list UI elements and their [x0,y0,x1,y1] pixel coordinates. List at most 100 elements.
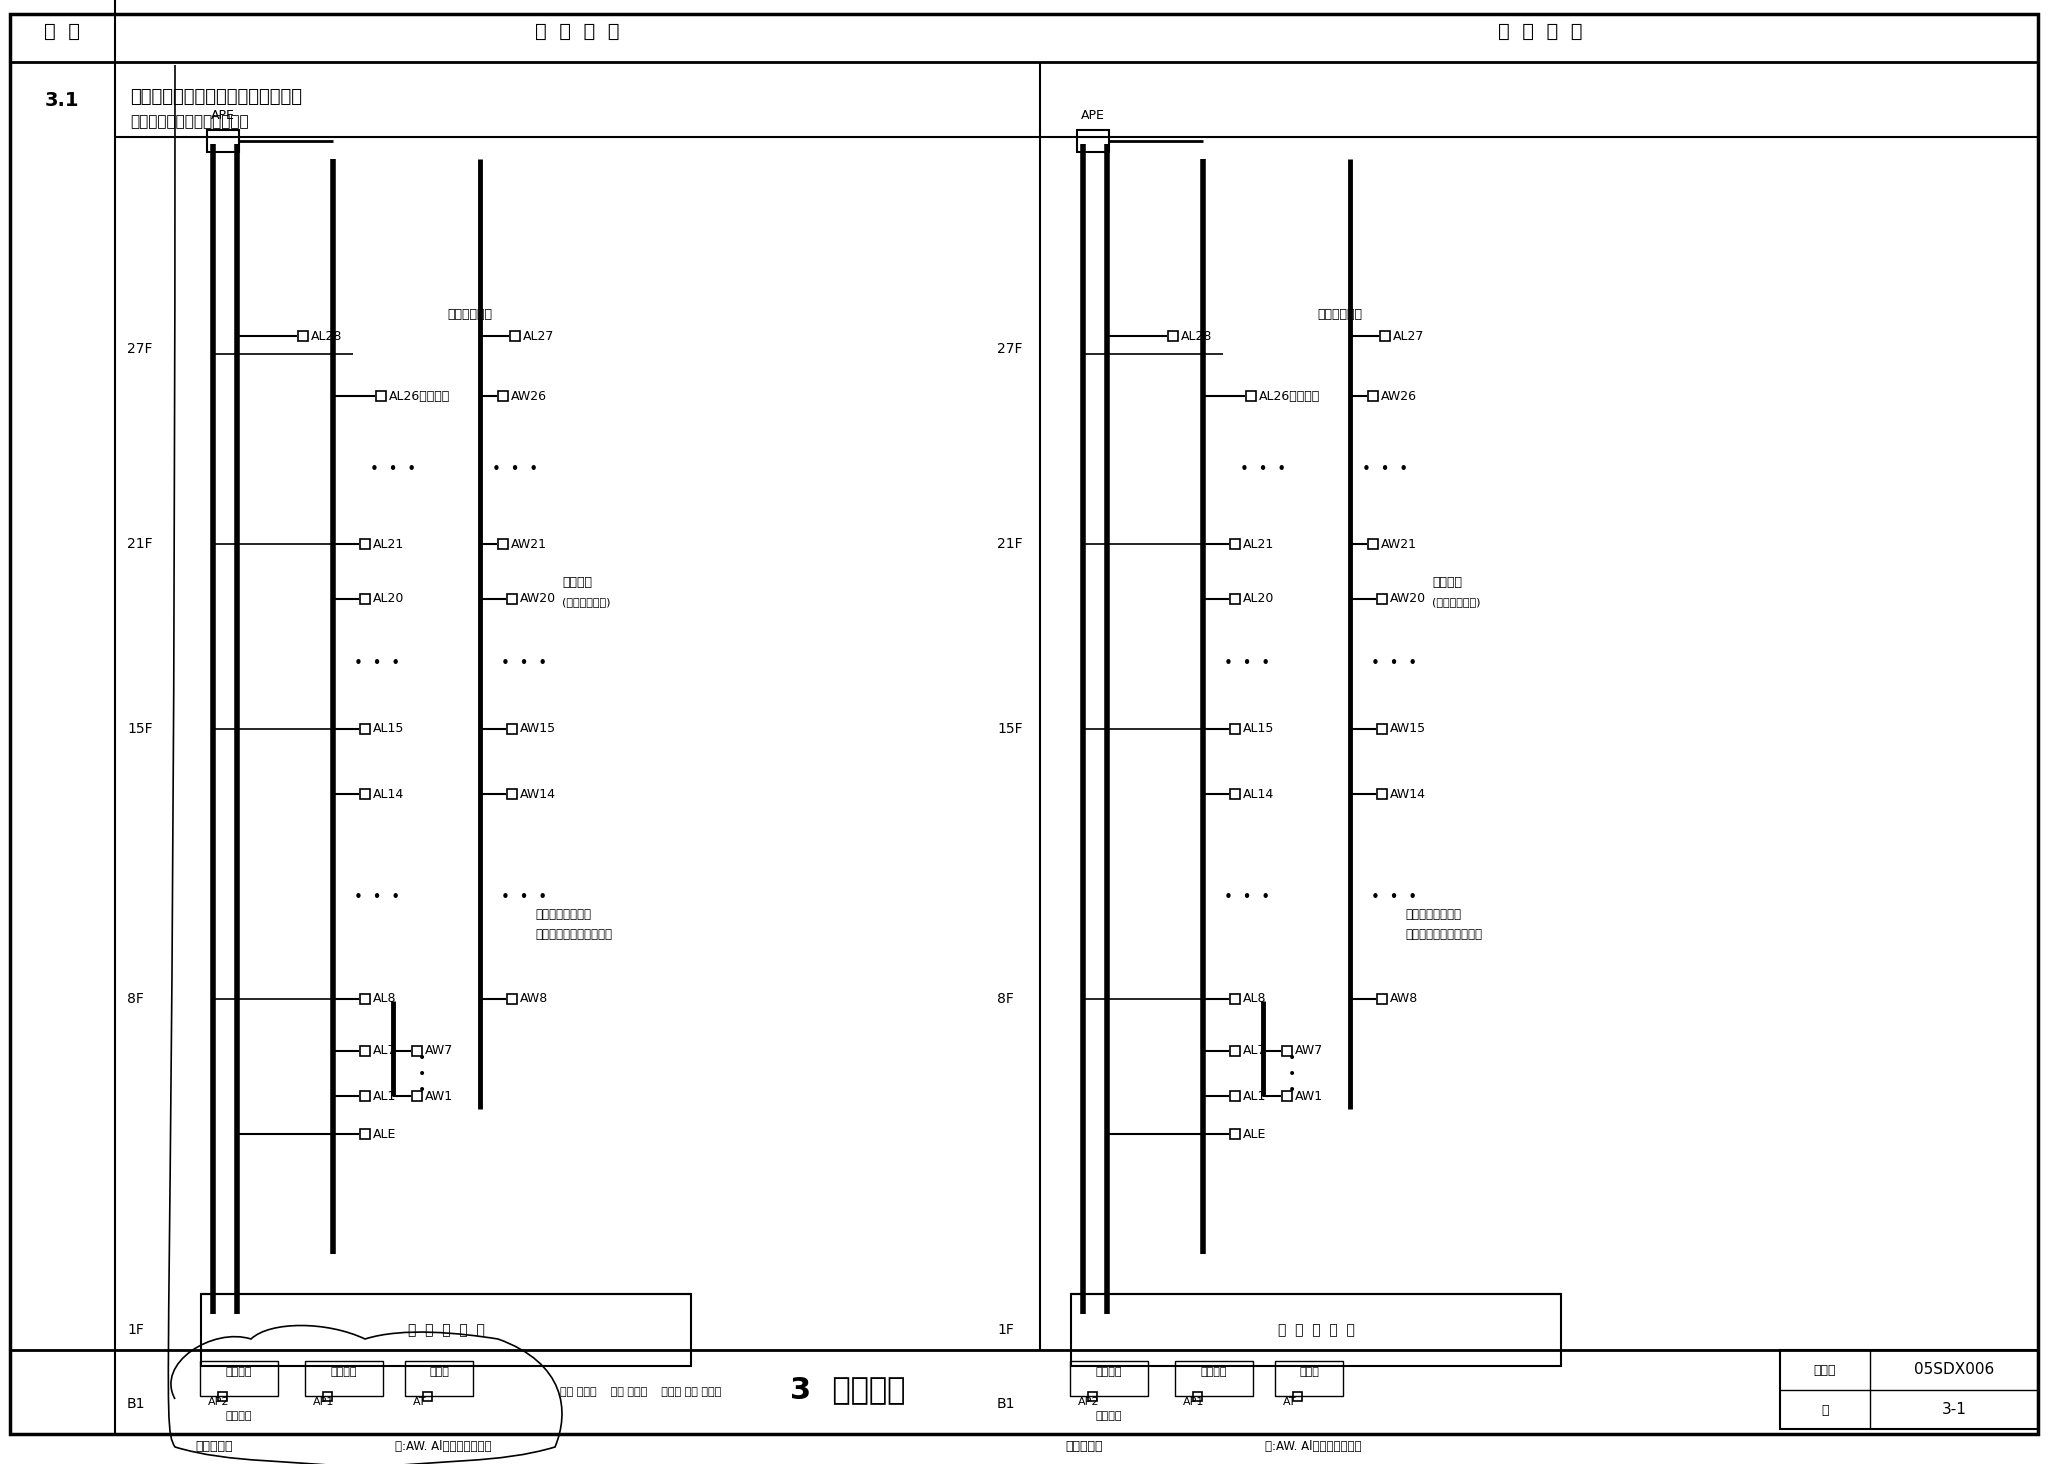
Bar [360,994,371,1004]
Text: 生化处理: 生化处理 [225,1367,252,1378]
Text: •  •  •: • • • [492,463,539,477]
Text: •  •  •: • • • [1370,656,1417,672]
Text: 页: 页 [1821,1404,1829,1417]
Text: AL15: AL15 [373,723,403,735]
Text: AW21: AW21 [1380,537,1417,550]
Bar [508,994,516,1004]
Bar [1780,1350,2038,1429]
Text: 27F: 27F [997,343,1022,356]
Bar [299,331,307,341]
Text: AL15: AL15 [1243,723,1274,735]
Text: •  •  •: • • • [502,890,547,905]
Bar [1380,331,1391,341]
Bar [1282,1091,1292,1101]
Bar [1176,1362,1253,1397]
Text: •  •  •: • • • [1370,890,1417,905]
Text: AW7: AW7 [426,1044,453,1057]
Text: •  •  •: • • • [1362,463,1409,477]
Text: 高层住宅的配电系统不符合规范要求: 高层住宅的配电系统不符合规范要求 [129,88,301,105]
Text: 给排水泵: 给排水泵 [330,1367,356,1378]
Bar [201,1362,279,1397]
Text: AW15: AW15 [1391,723,1425,735]
Text: 电度表箱: 电度表箱 [561,577,592,590]
Bar [1376,725,1386,733]
Bar [508,594,516,605]
Text: APE: APE [1081,108,1106,122]
Bar [1167,331,1178,341]
Text: AL26公用照明: AL26公用照明 [1260,389,1321,403]
Text: AL7: AL7 [1243,1044,1266,1057]
Bar [508,789,516,799]
Bar [1276,1362,1343,1397]
Text: （楼外）: （楼外） [225,1411,252,1422]
Bar [201,1294,690,1366]
Bar [1368,391,1378,401]
Bar [1231,1091,1239,1101]
Bar [1087,1391,1096,1401]
Text: AL27: AL27 [1393,329,1423,343]
Text: 住宅干线电缆引上: 住宅干线电缆引上 [535,908,592,921]
Bar [1071,1294,1561,1366]
Bar [1245,391,1255,401]
Text: 电梯机房空调: 电梯机房空调 [1317,307,1362,321]
Text: 15F: 15F [997,722,1022,736]
Bar [217,1391,227,1401]
Bar [207,130,240,152]
Bar [1192,1391,1202,1401]
Text: AL14: AL14 [1243,788,1274,801]
Text: AL28: AL28 [311,329,342,343]
Bar [406,1362,473,1397]
Text: 注:AW. Al为配电箱代号。: 注:AW. Al为配电箱代号。 [1266,1439,1362,1452]
Text: AW20: AW20 [520,593,557,606]
Bar [305,1362,383,1397]
Text: （楼外）: （楼外） [1096,1411,1122,1422]
Bar [1231,789,1239,799]
Text: 图集号: 图集号 [1815,1363,1837,1376]
Text: 注:AW. Al为配电箱代号。: 注:AW. Al为配电箱代号。 [395,1439,492,1452]
Bar [510,331,520,341]
Bar [360,1091,371,1101]
Text: •  •  •: • • • [371,463,416,477]
Text: AW14: AW14 [520,788,555,801]
Bar [1231,994,1239,1004]
Text: 干线为电缆: 干线为电缆 [1065,1439,1102,1452]
Text: B1: B1 [997,1397,1016,1411]
Bar [1376,594,1386,605]
Text: 常  见  问  题: 常 见 问 题 [535,22,618,41]
Text: 1F: 1F [127,1323,143,1337]
Text: 8F: 8F [997,993,1014,1006]
Bar [1292,1391,1300,1401]
Text: 消防泵: 消防泵 [430,1367,449,1378]
Text: •  •  •: • • • [1225,890,1270,905]
Text: 消防泵: 消防泵 [1298,1367,1319,1378]
Text: ALE: ALE [373,1127,397,1140]
Bar [498,539,508,549]
Text: 15F: 15F [127,722,154,736]
Text: 3-1: 3-1 [1942,1403,1966,1417]
Text: (或层间配电箱): (或层间配电箱) [561,597,610,608]
Text: AW8: AW8 [520,993,549,1006]
Bar [1231,594,1239,605]
Bar [360,1045,371,1056]
Text: AW1: AW1 [426,1089,453,1102]
Text: •  •  •: • • • [1239,463,1286,477]
Text: AL20: AL20 [373,593,403,606]
Text: 05SDX006: 05SDX006 [1915,1363,1995,1378]
Text: •  •  •: • • • [354,890,399,905]
Text: 低  压  配  电  柜: 低 压 配 电 柜 [408,1323,485,1337]
Text: AW14: AW14 [1391,788,1425,801]
Bar [1231,725,1239,733]
Bar [508,725,516,733]
Text: 改  进  措  施: 改 进 措 施 [1497,22,1583,41]
Text: B1: B1 [127,1397,145,1411]
Text: AL14: AL14 [373,788,403,801]
Text: •
•
•: • • • [418,1051,426,1097]
Text: •  •  •: • • • [502,656,547,672]
Text: AP1: AP1 [1184,1397,1204,1407]
Bar [498,391,508,401]
Text: 1F: 1F [997,1323,1014,1337]
Text: 住宅干线电缆引上: 住宅干线电缆引上 [1405,908,1460,921]
Text: ALE: ALE [1243,1127,1266,1140]
Text: 8F: 8F [127,993,143,1006]
Text: 干线为电缆: 干线为电缆 [195,1439,233,1452]
